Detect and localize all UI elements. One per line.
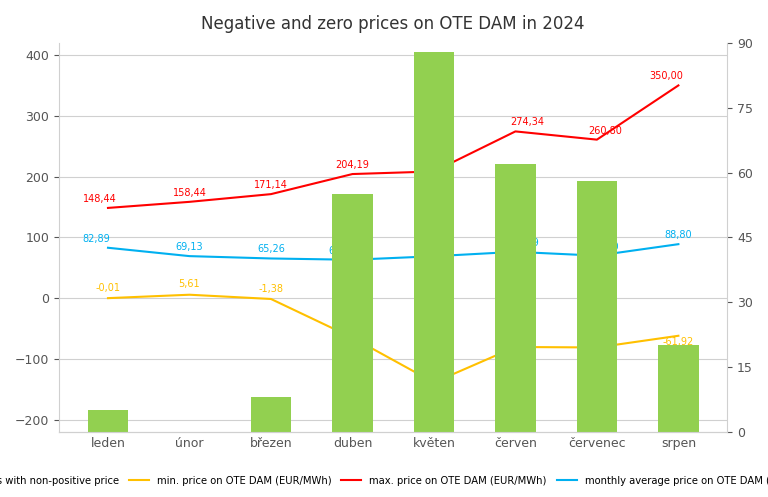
max. price on OTE DAM (EUR/MWh)	[348, 171, 357, 177]
Text: 65,26: 65,26	[257, 245, 285, 254]
monthly average price on OTE DAM (EUR/MWh)	[185, 253, 194, 259]
Text: 63,13: 63,13	[329, 246, 356, 255]
Text: 260,80: 260,80	[588, 126, 622, 136]
Text: 158,44: 158,44	[173, 188, 207, 198]
Text: 5,61: 5,61	[179, 279, 200, 289]
min. price on OTE DAM (EUR/MWh)	[429, 380, 439, 386]
Text: -65,08: -65,08	[337, 339, 368, 349]
Text: 148,44: 148,44	[83, 194, 117, 204]
monthly average price on OTE DAM (EUR/MWh)	[348, 257, 357, 263]
Text: 208,44: 208,44	[417, 158, 451, 167]
Text: -61,92: -61,92	[663, 337, 694, 347]
max. price on OTE DAM (EUR/MWh)	[266, 191, 276, 197]
Text: 69,13: 69,13	[176, 242, 204, 252]
monthly average price on OTE DAM (EUR/MWh)	[266, 255, 276, 261]
Bar	[250, 397, 291, 432]
min. price on OTE DAM (EUR/MWh)	[674, 333, 683, 339]
Bar	[88, 410, 128, 432]
Text: 204,19: 204,19	[336, 160, 369, 170]
Text: -80,40: -80,40	[500, 349, 531, 359]
max. price on OTE DAM (EUR/MWh)	[674, 83, 683, 88]
min. price on OTE DAM (EUR/MWh)	[592, 344, 601, 350]
Bar	[658, 345, 699, 432]
Bar	[413, 52, 455, 432]
max. price on OTE DAM (EUR/MWh)	[185, 199, 194, 205]
min. price on OTE DAM (EUR/MWh)	[185, 292, 194, 298]
Text: -0,01: -0,01	[95, 283, 121, 293]
min. price on OTE DAM (EUR/MWh)	[348, 334, 357, 340]
Text: -81,16: -81,16	[581, 349, 612, 359]
monthly average price on OTE DAM (EUR/MWh)	[674, 241, 683, 247]
Bar	[577, 181, 617, 432]
Legend: hours with non-positive price, min. price on OTE DAM (EUR/MWh), max. price on OT: hours with non-positive price, min. pric…	[0, 472, 768, 490]
Bar	[332, 194, 372, 432]
Text: 274,34: 274,34	[511, 117, 545, 127]
Title: Negative and zero prices on OTE DAM in 2024: Negative and zero prices on OTE DAM in 2…	[201, 15, 585, 33]
Text: 88,80: 88,80	[664, 230, 692, 240]
monthly average price on OTE DAM (EUR/MWh)	[511, 249, 520, 255]
max. price on OTE DAM (EUR/MWh)	[592, 137, 601, 143]
Text: -138,75: -138,75	[415, 384, 452, 394]
max. price on OTE DAM (EUR/MWh)	[429, 168, 439, 174]
monthly average price on OTE DAM (EUR/MWh)	[592, 252, 601, 258]
Text: -1,38: -1,38	[259, 284, 283, 294]
monthly average price on OTE DAM (EUR/MWh)	[104, 245, 113, 251]
Line: min. price on OTE DAM (EUR/MWh): min. price on OTE DAM (EUR/MWh)	[108, 295, 678, 383]
Text: 350,00: 350,00	[649, 72, 683, 82]
Line: max. price on OTE DAM (EUR/MWh): max. price on OTE DAM (EUR/MWh)	[108, 85, 678, 208]
Text: 68,96: 68,96	[420, 242, 448, 252]
monthly average price on OTE DAM (EUR/MWh)	[429, 253, 439, 259]
max. price on OTE DAM (EUR/MWh)	[104, 205, 113, 211]
min. price on OTE DAM (EUR/MWh)	[104, 295, 113, 301]
min. price on OTE DAM (EUR/MWh)	[511, 344, 520, 350]
min. price on OTE DAM (EUR/MWh)	[266, 296, 276, 302]
max. price on OTE DAM (EUR/MWh)	[511, 128, 520, 134]
Text: 82,89: 82,89	[82, 234, 110, 244]
Text: 69,90: 69,90	[591, 242, 619, 251]
Line: monthly average price on OTE DAM (EUR/MWh): monthly average price on OTE DAM (EUR/MW…	[108, 244, 678, 260]
Text: 76,19: 76,19	[511, 238, 539, 248]
Text: 171,14: 171,14	[254, 180, 288, 190]
Bar	[495, 164, 536, 432]
